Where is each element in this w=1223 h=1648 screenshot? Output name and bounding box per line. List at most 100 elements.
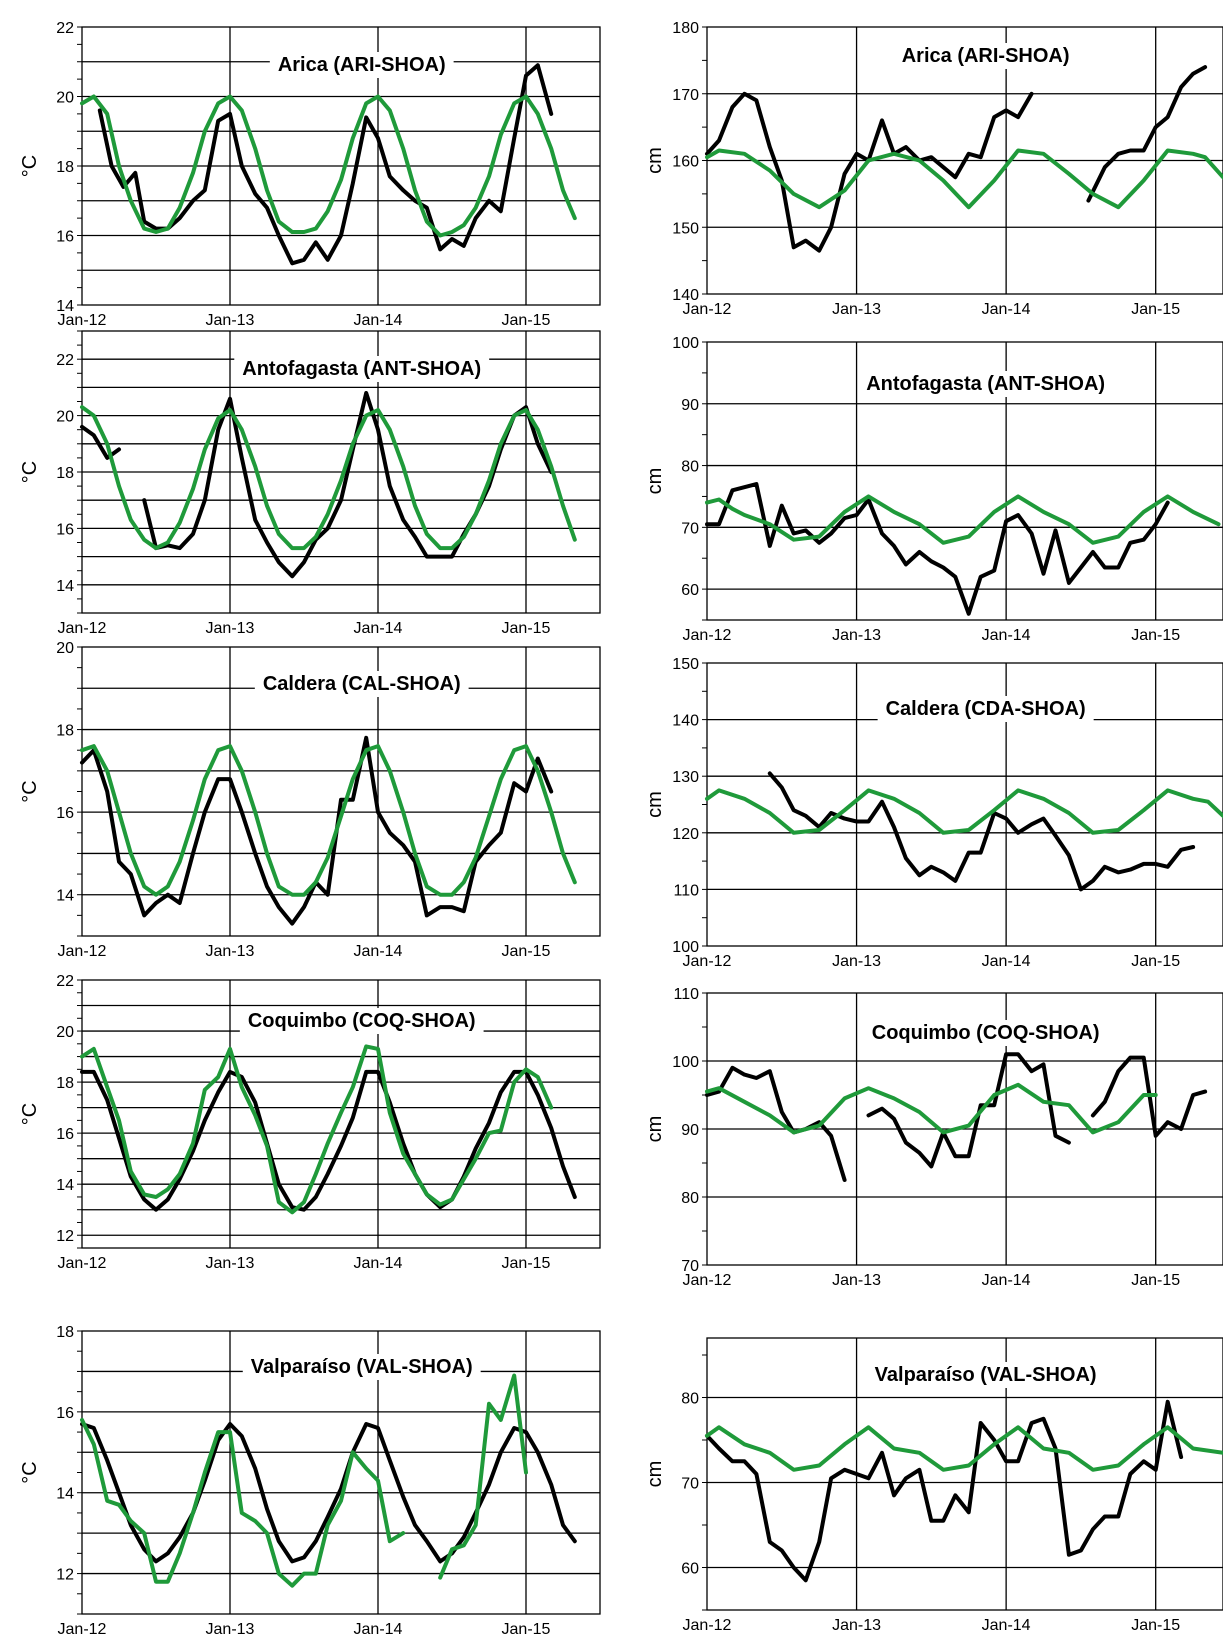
title-background <box>234 356 490 382</box>
title-background <box>863 1020 1108 1046</box>
series-model <box>80 94 577 238</box>
y-axis-label: °C <box>19 780 41 802</box>
x-tick-label: Jan-14 <box>982 1272 1031 1289</box>
y-axis-label: cm <box>644 147 666 174</box>
x-tick-label: Jan-12 <box>58 1621 107 1638</box>
x-tick-label: Jan-13 <box>832 627 881 644</box>
y-tick-label: 90 <box>681 1122 699 1139</box>
x-tick-label: Jan-13 <box>206 1255 255 1272</box>
minor-ticks <box>77 1330 82 1615</box>
line-model <box>705 788 1223 835</box>
title-background <box>254 671 469 697</box>
series-model <box>705 148 1223 210</box>
chart-title: Antofagasta (ANT-SHOA) <box>242 358 481 380</box>
y-tick-label: 18 <box>56 723 74 740</box>
series-observed <box>80 391 554 579</box>
x-tick-label: Jan-14 <box>354 943 403 960</box>
line-model <box>705 1082 1158 1135</box>
x-tick-label: Jan-13 <box>832 953 881 970</box>
line-model <box>705 1425 1223 1472</box>
x-tick-label: Jan-13 <box>206 1621 255 1638</box>
plot-frame <box>706 341 1223 621</box>
grid <box>82 980 600 1248</box>
y-tick-label: 80 <box>681 459 699 476</box>
x-tick-label: Jan-14 <box>354 1621 403 1638</box>
chart-title: Caldera (CAL-SHOA) <box>263 673 461 695</box>
panel-valparaiso-sea: 60 70 80 Jan-12 Jan-13 Jan-14 Jan-15 cm Valparaí… <box>644 1337 1223 1634</box>
y-tick-label: 70 <box>681 1476 699 1493</box>
line-model <box>80 744 577 897</box>
plot-frame <box>81 979 601 1249</box>
y-tick-label: 60 <box>681 1561 699 1578</box>
x-tick-label: Jan-13 <box>206 943 255 960</box>
y-tick-label: 90 <box>681 397 699 414</box>
y-tick-label: 14 <box>56 888 74 905</box>
y-tick-label: 12 <box>56 1228 74 1245</box>
y-axis-label: °C <box>19 1103 41 1125</box>
line-model <box>438 1373 528 1580</box>
y-tick-label: 14 <box>56 1486 74 1503</box>
chart-title: Arica (ARI-SHOA) <box>902 45 1070 67</box>
x-tick-label: Jan-13 <box>832 1617 881 1634</box>
line-model <box>705 494 1221 545</box>
panel-caldera-temp: 14 16 18 20 Jan-12 Jan-13 Jan-14 Jan-15 °C Calder… <box>19 640 601 960</box>
y-axis-label: cm <box>644 1461 666 1488</box>
minor-ticks <box>702 341 707 621</box>
y-axis-label: °C <box>19 1461 41 1483</box>
y-tick-label: 16 <box>56 1405 74 1422</box>
y-tick-label: 160 <box>672 154 699 171</box>
title-background <box>877 696 1094 722</box>
series-observed <box>705 65 1208 253</box>
x-tick-label: Jan-12 <box>683 1617 732 1634</box>
y-tick-label: 14 <box>56 1177 74 1194</box>
y-tick-label: 100 <box>672 335 699 352</box>
minor-ticks <box>702 26 707 295</box>
panel-antofagasta-temp: 14 16 18 20 22 Jan-12 Jan-13 Jan-14 Jan-15 °C Anto… <box>19 330 601 637</box>
x-tick-label: Jan-12 <box>58 943 107 960</box>
minor-ticks <box>702 662 707 947</box>
y-tick-label: 120 <box>672 826 699 843</box>
plot-frame <box>706 1337 1223 1611</box>
y-tick-label: 100 <box>672 939 699 956</box>
panel-caldera-sea: 100 110 120 130 140 150 Jan-12 Jan-13 Jan-14 Jan-… <box>644 656 1223 970</box>
y-tick-label: 20 <box>56 90 74 107</box>
y-tick-label: 110 <box>673 882 699 899</box>
series-observed <box>705 1052 1208 1182</box>
y-tick-label: 140 <box>672 713 699 730</box>
line-model <box>80 405 577 551</box>
y-tick-label: 18 <box>56 1324 74 1341</box>
y-tick-label: 100 <box>672 1054 699 1071</box>
chart-title: Coquimbo (COQ-SHOA) <box>872 1022 1100 1044</box>
series-observed <box>767 771 1196 892</box>
chart-title: Caldera (CDA-SHOA) <box>886 698 1086 720</box>
series-model <box>705 788 1223 835</box>
y-tick-label: 22 <box>56 973 74 990</box>
line-observed <box>866 1052 1071 1169</box>
y-tick-label: 20 <box>56 409 74 426</box>
x-tick-label: Jan-12 <box>58 1255 107 1272</box>
line-observed <box>705 1065 847 1182</box>
line-model <box>80 1044 554 1215</box>
x-tick-label: Jan-15 <box>502 620 551 637</box>
line-observed <box>705 1399 1184 1583</box>
line-observed <box>97 63 554 266</box>
minor-ticks <box>702 1354 707 1611</box>
series-observed <box>705 482 1170 616</box>
y-tick-label: 16 <box>56 521 74 538</box>
x-tick-label: Jan-12 <box>58 620 107 637</box>
line-model <box>705 148 1223 210</box>
title-background <box>242 1354 481 1380</box>
x-tick-label: Jan-13 <box>832 301 881 318</box>
series-model <box>705 1082 1158 1135</box>
y-tick-label: 18 <box>56 159 74 176</box>
y-tick-label: 80 <box>681 1391 699 1408</box>
x-tick-label: Jan-15 <box>1131 953 1180 970</box>
chart-title: Valparaíso (VAL-SHOA) <box>251 1356 473 1378</box>
x-tick-label: Jan-12 <box>683 627 732 644</box>
y-tick-label: 14 <box>56 298 74 315</box>
line-observed <box>80 1422 577 1564</box>
chart-title: Valparaíso (VAL-SHOA) <box>875 1364 1097 1386</box>
x-tick-label: Jan-12 <box>58 312 107 329</box>
y-tick-label: 80 <box>681 1190 699 1207</box>
